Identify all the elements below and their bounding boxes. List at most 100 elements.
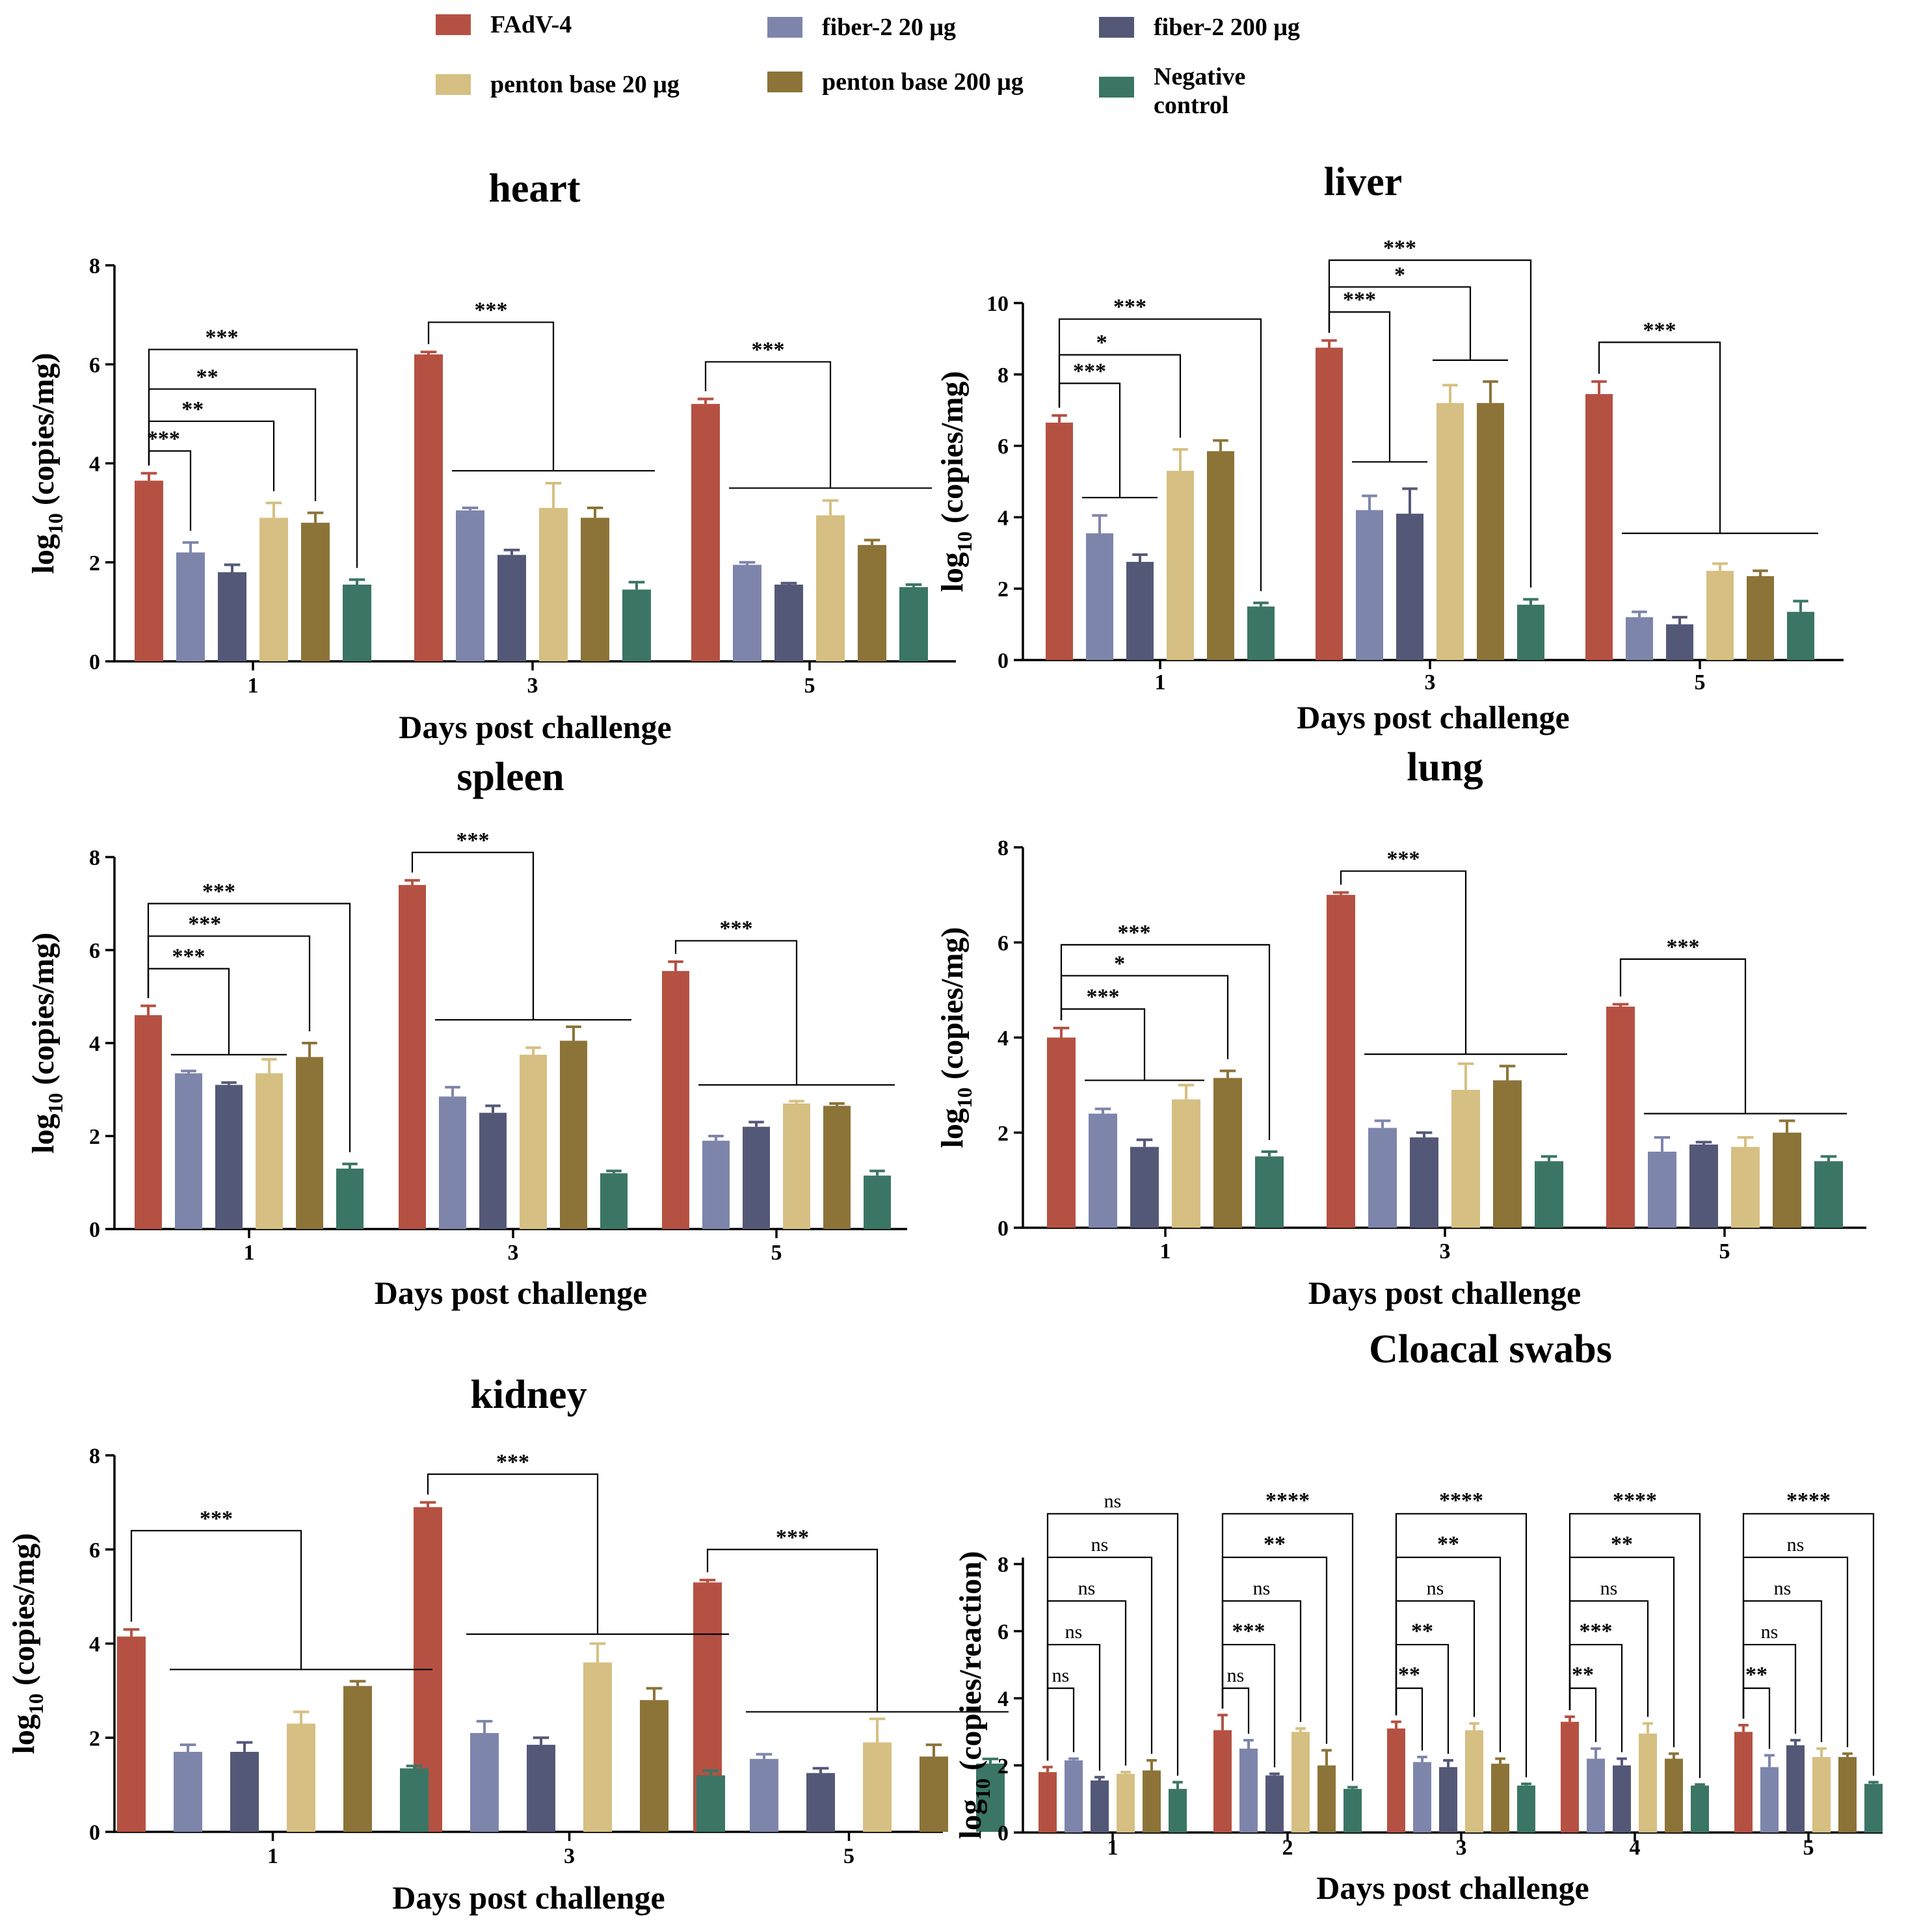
bar-fiber-2-200-g-day-4 [1613,1765,1631,1833]
significance-label: ** [1398,1663,1420,1687]
y-tick-label: 6 [89,353,100,377]
legend: FAdV-4 fiber-2 20 μg fiber-2 200 μg penton … [436,11,1300,119]
y-axis-label: log10 (copies/mg) [935,371,976,592]
bar-fiber-2-200-g-day-3 [527,1745,555,1832]
y-label-log: log [7,1714,41,1754]
bar-penton-base-20-g-day-3 [1436,403,1464,660]
bar-fadv-4-day-5 [662,971,689,1229]
significance-label: ns [1227,1665,1245,1686]
significance-label: *** [1643,318,1676,342]
y-tick-label: 2 [998,1754,1009,1779]
significance-bracket [1221,1513,1354,1781]
y-tick-label: 4 [89,1032,100,1056]
y-label-unit: (copies/mg) [26,353,60,514]
y-tick-label: 2 [998,577,1009,602]
significance-label: ns [1761,1621,1779,1643]
significance-label: *** [1118,921,1151,945]
bar-penton-base-20-g-day-3 [583,1662,612,1832]
bar-penton-base-200-g-day-5 [858,545,886,661]
bar-negative-control-day-5 [864,1175,891,1229]
legend-label-fiber-2-20-g: fiber-2 20 μg [822,14,956,41]
y-label-sub: 10 [971,1779,994,1799]
bar-negative-control-day-5 [899,587,928,661]
bar-fiber-2-20-g-day-5 [733,564,761,661]
legend-label-fiber-2-200-g: fiber-2 200 μg [1154,14,1300,41]
chart-title: lung [1407,745,1483,789]
bar-penton-base-200-g-day-3 [640,1700,668,1832]
y-tick-label: 0 [89,650,100,674]
significance-label: **** [1439,1489,1483,1513]
significance-label: *** [1073,360,1106,384]
bar-penton-base-20-g-day-3 [1465,1730,1483,1833]
bar-fiber-2-20-g-day-3 [1356,510,1383,660]
bar-negative-control-day-1 [1169,1788,1187,1833]
bar-negative-control-day-4 [1691,1785,1709,1833]
legend-label-line: control [1154,92,1228,119]
bar-penton-base-20-g-day-3 [520,1054,547,1229]
bar-fadv-4-day-5 [1606,1006,1635,1228]
bar-fiber-2-20-g-day-3 [470,1733,499,1832]
bar-fiber-2-20-g-day-3 [1413,1762,1431,1833]
significance-label: *** [1667,935,1700,959]
bar-fiber-2-20-g-day-1 [1065,1760,1083,1833]
chart-title: spleen [457,755,564,799]
y-tick-label: 0 [998,649,1009,673]
significance-bracket [706,1548,879,1712]
bar-fiber-2-200-g-day-5 [806,1773,835,1832]
bar-negative-control-day-5 [1787,611,1814,660]
y-tick-label: 8 [998,1553,1009,1577]
x-axis-label: Days post challenge [1316,1870,1589,1906]
legend-swatch-penton-base-20-g [436,74,471,95]
significance-label: ** [1437,1532,1459,1556]
bar-negative-control-day-3 [1535,1161,1563,1228]
bar-fiber-2-20-g-day-5 [702,1141,730,1229]
y-tick-label: 8 [89,254,100,278]
significance-label: ns [1787,1534,1805,1555]
legend-label-line: penton base 200 μg [822,68,1024,96]
y-label-sub: 10 [953,1087,976,1108]
y-label-sub: 10 [44,513,67,534]
legend-swatch-fiber-2-200-g [1099,17,1134,38]
y-axis-label: log10 (copies/mg) [935,927,976,1148]
bar-negative-control-day-1 [400,1768,429,1832]
bar-negative-control-day-1 [1255,1156,1284,1228]
bar-penton-base-200-g-day-3 [1493,1080,1522,1228]
legend-label-line: fiber-2 20 μg [822,14,956,41]
y-label-log: log [953,1799,988,1839]
y-tick-label: 2 [998,1122,1009,1146]
bar-penton-base-20-g-day-3 [539,508,568,661]
bar-penton-base-200-g-day-1 [1213,1078,1242,1228]
bar-negative-control-day-3 [600,1173,628,1229]
significance-bracket [148,349,358,568]
y-tick-label: 2 [89,1727,100,1751]
significance-label: *** [752,337,785,362]
bar-penton-base-200-g-day-3 [1491,1764,1509,1833]
significance-bracket [427,1473,599,1635]
bar-fiber-2-20-g-day-1 [1089,1113,1117,1228]
y-tick-label: 4 [89,1633,100,1657]
y-tick-label: 0 [998,1821,1009,1846]
bar-negative-control-day-5 [1864,1784,1883,1833]
y-tick-label: 2 [89,1125,100,1149]
y-tick-label: 6 [998,931,1009,955]
significance-label: *** [172,945,205,969]
legend-label-line: FAdV-4 [490,11,572,38]
bar-fiber-2-200-g-day-5 [774,585,803,661]
y-tick-label: 6 [998,435,1009,459]
legend-swatch-negative-control [1099,77,1134,98]
significance-bracket [1058,318,1262,592]
bar-penton-base-200-g-day-5 [1773,1132,1801,1228]
bar-fadv-4-day-1 [1039,1772,1057,1833]
x-tick-label: 4 [1630,1836,1641,1860]
significance-label: *** [200,1507,233,1531]
significance-label: * [1096,331,1107,355]
bar-negative-control-day-1 [1247,606,1275,660]
x-axis-label: Days post challenge [1297,699,1569,735]
bar-fadv-4-day-1 [1047,1037,1076,1228]
bar-fadv-4-day-1 [135,1015,162,1229]
bar-fadv-4-day-1 [1046,422,1073,660]
significance-label: ** [1572,1663,1594,1687]
x-tick-label: 3 [1425,670,1436,695]
significance-label: ns [1078,1578,1096,1599]
